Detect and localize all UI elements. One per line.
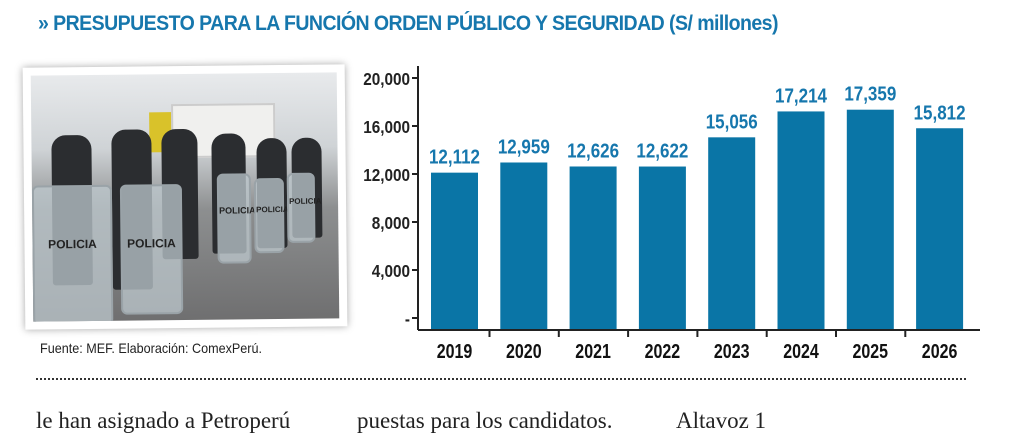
x-tick-label: 2019 bbox=[437, 340, 473, 362]
data-label: 17,359 bbox=[844, 82, 896, 105]
article-text: Altavoz 1 bbox=[676, 408, 767, 433]
data-label: 12,626 bbox=[567, 139, 619, 162]
data-label: 17,214 bbox=[775, 84, 828, 107]
y-tick-label: 12,000 bbox=[363, 165, 410, 185]
x-tick-label: 2023 bbox=[714, 340, 750, 362]
bar-2019 bbox=[431, 172, 478, 330]
y-tick-label: 16,000 bbox=[363, 117, 410, 137]
chart-title: » PRESUPUESTO PARA LA FUNCIÓN ORDEN PÚBL… bbox=[38, 12, 778, 35]
y-tick-label: 8,000 bbox=[372, 213, 410, 233]
x-tick-label: 2022 bbox=[645, 340, 681, 362]
bar-2025 bbox=[846, 109, 894, 330]
data-label: 12,622 bbox=[636, 139, 688, 162]
y-tick-label: - bbox=[405, 309, 410, 329]
y-tick-label: 4,000 bbox=[372, 261, 410, 281]
data-label: 15,812 bbox=[914, 101, 966, 124]
data-label: 12,112 bbox=[429, 145, 480, 168]
x-tick-label: 2020 bbox=[506, 340, 542, 362]
y-tick-label: 20,000 bbox=[363, 69, 410, 89]
article-text: le han asignado a Petroperú bbox=[36, 408, 291, 433]
data-label: 12,959 bbox=[498, 135, 550, 158]
bar-2026 bbox=[916, 128, 964, 330]
source-note: Fuente: MEF. Elaboración: ComexPerú. bbox=[40, 340, 263, 356]
bar-chart: - 4,000 8,000 12,000 16,000 20,000 12,112 12,95… bbox=[363, 66, 980, 362]
x-tick-label: 2026 bbox=[922, 340, 958, 362]
x-tick-label: 2024 bbox=[783, 340, 819, 362]
data-label: 15,056 bbox=[706, 110, 758, 133]
bar-2021 bbox=[569, 166, 617, 330]
bar-2024 bbox=[777, 111, 825, 330]
article-text: puestas para los candidatos. bbox=[357, 408, 613, 433]
bar-2022 bbox=[638, 166, 686, 330]
x-tick-label: 2025 bbox=[852, 340, 888, 362]
bar-2023 bbox=[708, 137, 756, 330]
bar-2020 bbox=[500, 162, 548, 330]
dotted-divider bbox=[36, 378, 966, 380]
x-tick-label: 2021 bbox=[575, 340, 611, 362]
